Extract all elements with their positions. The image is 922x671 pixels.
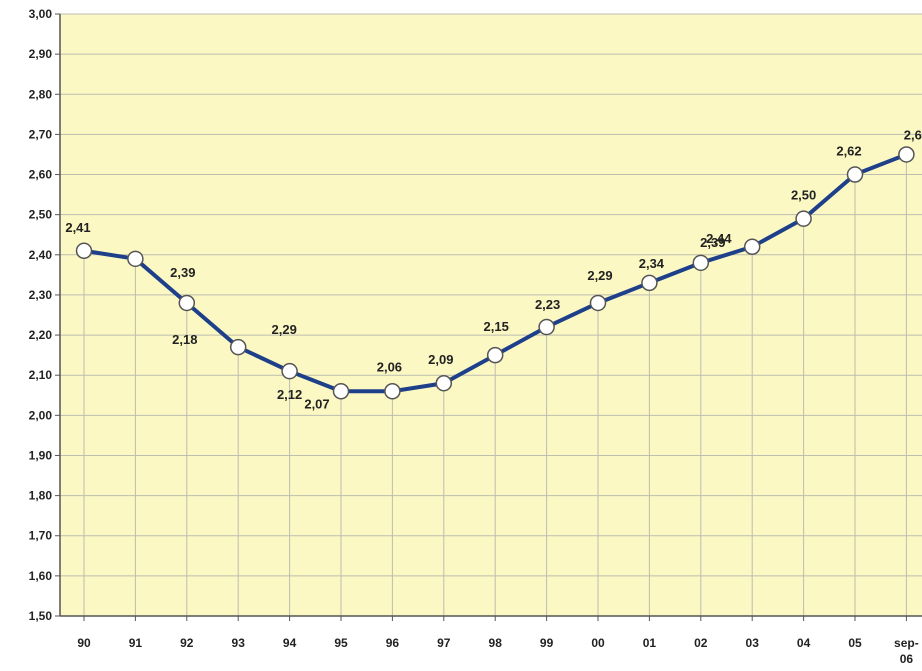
- data-marker: [384, 383, 401, 400]
- x-tick-labels: 90 91 92 93 94 95 96 97 98 99 00 01 02 03 04 05 sep-06: [77, 616, 919, 666]
- y-tick-label: 2,20: [29, 328, 53, 342]
- data-markers: [75, 146, 915, 400]
- data-marker: [898, 146, 915, 163]
- y-tick-label: 2,50: [29, 208, 53, 222]
- data-label: 2,41: [65, 220, 90, 235]
- data-marker: [589, 294, 607, 312]
- data-marker: [846, 166, 864, 183]
- y-tick-label: 1,50: [29, 609, 53, 623]
- x-tick-label: 93: [232, 636, 246, 650]
- data-marker: [75, 242, 93, 260]
- data-label: 2,39: [170, 265, 195, 280]
- data-marker: [641, 274, 658, 292]
- data-label: 2,09: [428, 352, 453, 367]
- x-tick-label: 04: [797, 636, 811, 650]
- data-marker: [229, 338, 247, 356]
- data-label: 2,12: [277, 387, 302, 402]
- data-label: 2,29: [272, 322, 297, 337]
- data-marker: [127, 250, 144, 268]
- data-marker: [178, 294, 196, 312]
- x-tick-label: 95: [334, 636, 348, 650]
- data-marker: [281, 362, 298, 380]
- x-tick-label: 01: [643, 636, 657, 650]
- gridlines: [60, 13, 922, 577]
- x-tick-label: 98: [489, 636, 503, 650]
- y-tick-label: 2,70: [29, 127, 53, 141]
- data-label: 2,62: [836, 144, 861, 159]
- y-tick-labels: 1,50 1,60 1,70 1,80 1,90 2,00 2,10 2,20 2,30 2,40…: [29, 7, 60, 623]
- y-tick-label: 2,40: [29, 248, 53, 262]
- data-marker: [795, 210, 812, 227]
- x-tick-label: 99: [540, 636, 554, 650]
- x-tick-label: 02: [694, 636, 708, 650]
- data-marker: [743, 238, 761, 256]
- x-tick-label: 94: [283, 636, 297, 650]
- data-label: 2,07: [304, 396, 329, 411]
- x-tick-label: 05: [848, 636, 862, 650]
- y-tick-label: 1,60: [29, 569, 53, 583]
- data-labels: 2,41 2,39 2,18 2,29 2,122,07 2,06 2,09 2,15 2,23…: [65, 127, 922, 411]
- plot-background: [60, 14, 922, 616]
- data-label: 2,18: [172, 332, 197, 347]
- data-marker: [435, 374, 453, 392]
- x-tick-label: sep-06: [894, 636, 919, 666]
- data-label: 2,67: [904, 127, 922, 142]
- data-label: 2,15: [484, 319, 509, 334]
- y-tick-label: 2,60: [29, 168, 53, 182]
- x-tick-label: 00: [591, 636, 605, 650]
- y-tick-label: 1,70: [29, 529, 53, 543]
- x-tick-label: 96: [386, 636, 400, 650]
- drop-lines: [83, 154, 907, 616]
- y-tick-label: 2,10: [29, 368, 53, 382]
- x-tick-label: 91: [129, 636, 143, 650]
- y-tick-label: 3,00: [29, 7, 53, 21]
- data-label: 2,23: [535, 297, 560, 312]
- x-tick-label: 97: [437, 636, 451, 650]
- y-tick-label: 1,80: [29, 489, 53, 503]
- data-marker: [538, 318, 555, 336]
- data-label: 2,39: [700, 235, 725, 250]
- data-label: 2,29: [587, 268, 612, 283]
- y-tick-label: 2,80: [29, 87, 53, 101]
- data-label: 2,06: [377, 359, 402, 374]
- data-label: 2,44: [706, 231, 732, 246]
- x-tick-label: 92: [180, 636, 194, 650]
- y-tick-label: 2,90: [29, 47, 53, 61]
- x-tick-label: 90: [77, 636, 91, 650]
- x-tick-label: 03: [746, 636, 760, 650]
- data-marker: [692, 254, 710, 272]
- data-label: 2,34: [639, 256, 665, 271]
- data-label: 2,50: [791, 188, 816, 203]
- data-marker: [486, 346, 504, 364]
- data-marker: [332, 383, 350, 400]
- y-tick-label: 2,30: [29, 288, 53, 302]
- y-tick-label: 1,90: [29, 448, 53, 462]
- y-tick-label: 2,00: [29, 408, 53, 422]
